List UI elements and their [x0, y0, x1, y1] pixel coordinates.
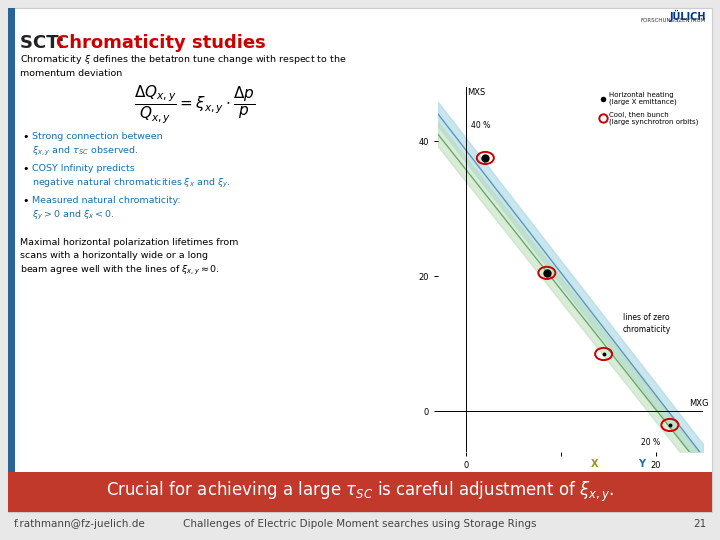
- Text: •: •: [22, 132, 29, 142]
- Text: •: •: [22, 164, 29, 174]
- Text: Y: Y: [638, 459, 645, 469]
- Text: 20 %: 20 %: [642, 438, 660, 448]
- Text: MXG: MXG: [689, 399, 708, 408]
- Legend: Horizontal heating
(large X emittance), Cool, then bunch
(large synchrotron orbi: Horizontal heating (large X emittance), …: [599, 91, 700, 126]
- Text: SCT:: SCT:: [20, 34, 71, 52]
- Text: f.rathmann@fz-juelich.de: f.rathmann@fz-juelich.de: [14, 519, 145, 529]
- Text: Strong connection between
$\xi_{x,y}$ and $\tau_{SC}$ observed.: Strong connection between $\xi_{x,y}$ an…: [32, 132, 163, 158]
- Text: COSY Infinity predicts
negative natural chromaticities $\xi_x$ and $\xi_y$.: COSY Infinity predicts negative natural …: [32, 164, 231, 191]
- Text: Measured natural chromaticity:
$\xi_y > 0$ and $\xi_x < 0$.: Measured natural chromaticity: $\xi_y > …: [32, 196, 181, 222]
- Text: Crucial for achieving a large $\tau_{SC}$ is careful adjustment of $\xi_{x,y}$.: Crucial for achieving a large $\tau_{SC}…: [106, 480, 614, 504]
- Text: •: •: [22, 196, 29, 206]
- Text: MXS: MXS: [467, 88, 485, 97]
- Text: 21: 21: [693, 519, 706, 529]
- Text: Challenges of Electric Dipole Moment searches using Storage Rings: Challenges of Electric Dipole Moment sea…: [184, 519, 536, 529]
- Text: FORSCHUNGSZENTRUM: FORSCHUNGSZENTRUM: [641, 18, 706, 23]
- Text: Chromaticity $\xi$ defines the betatron tune change with respect to the
momentum: Chromaticity $\xi$ defines the betatron …: [20, 53, 346, 78]
- Text: X: X: [590, 459, 598, 469]
- Text: Chromaticity studies: Chromaticity studies: [56, 34, 266, 52]
- Text: Maximal horizontal polarization lifetimes from
scans with a horizontally wide or: Maximal horizontal polarization lifetime…: [20, 238, 238, 277]
- Bar: [8, 472, 712, 512]
- Bar: [8, 8, 15, 512]
- Text: $\dfrac{\Delta Q_{x,y}}{Q_{x,y}} = \xi_{x,y} \cdot \dfrac{\Delta p}{p}$: $\dfrac{\Delta Q_{x,y}}{Q_{x,y}} = \xi_{…: [134, 84, 256, 126]
- Text: 40 %: 40 %: [471, 121, 490, 130]
- Text: JÜLICH: JÜLICH: [670, 10, 706, 22]
- Text: lines of zero
chromaticity: lines of zero chromaticity: [623, 313, 671, 334]
